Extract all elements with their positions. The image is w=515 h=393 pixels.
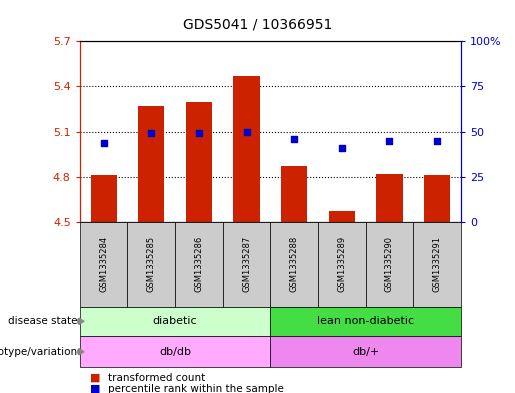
Text: GSM1335290: GSM1335290 [385,236,394,292]
Text: genotype/variation: genotype/variation [0,347,77,357]
Point [433,138,441,144]
Bar [376,174,403,222]
Point [338,145,346,151]
Text: ■: ■ [90,373,100,383]
Text: GSM1335287: GSM1335287 [242,236,251,292]
Bar [138,106,164,222]
Point [385,138,393,144]
Text: GSM1335286: GSM1335286 [195,236,203,292]
Bar [424,175,450,222]
Bar [91,175,117,222]
Bar [329,211,355,222]
Text: GSM1335291: GSM1335291 [433,236,441,292]
Text: percentile rank within the sample: percentile rank within the sample [108,384,284,393]
Text: db/+: db/+ [352,347,379,357]
Text: db/db: db/db [159,347,191,357]
Text: diabetic: diabetic [153,316,197,326]
Bar [186,101,212,222]
Bar [281,166,307,222]
Text: disease state: disease state [8,316,77,326]
Point [290,136,298,142]
Text: GSM1335284: GSM1335284 [99,236,108,292]
Text: transformed count: transformed count [108,373,205,383]
Text: GSM1335289: GSM1335289 [337,236,346,292]
Point [99,140,108,146]
Text: GDS5041 / 10366951: GDS5041 / 10366951 [183,18,332,32]
Point [195,130,203,137]
Bar [233,76,260,222]
Point [243,129,251,135]
Point [147,130,156,137]
Text: ■: ■ [90,384,100,393]
Text: GSM1335285: GSM1335285 [147,236,156,292]
Text: GSM1335288: GSM1335288 [290,236,299,292]
Text: lean non-diabetic: lean non-diabetic [317,316,414,326]
